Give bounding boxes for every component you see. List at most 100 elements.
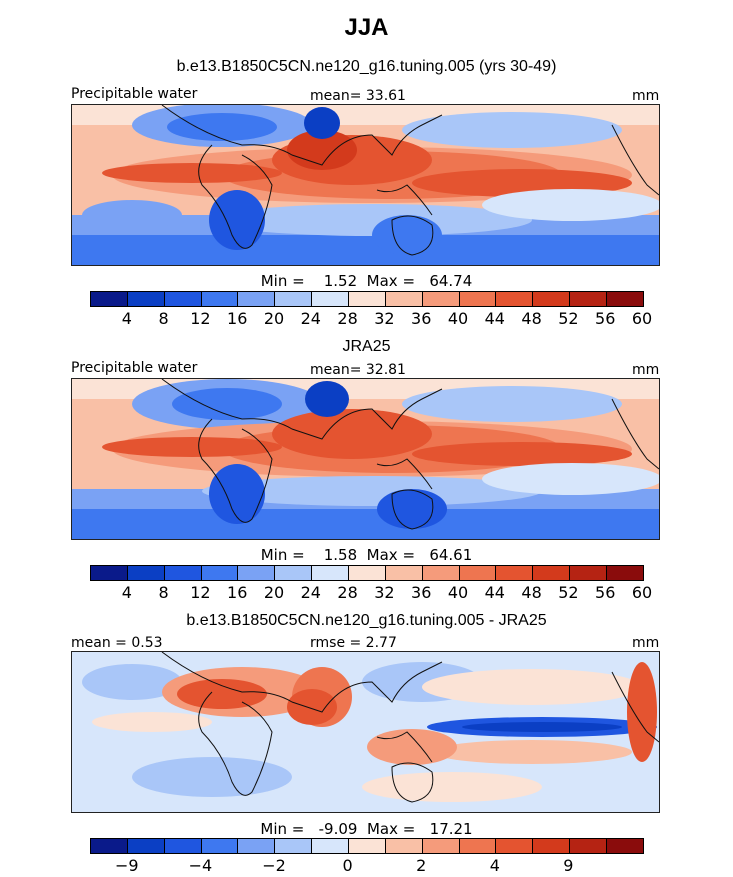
colorbar-swatch	[533, 566, 571, 580]
colorbar-tick-label: −4	[188, 856, 213, 875]
colorbar-swatch	[91, 292, 128, 306]
panel2-colorbar-ticks: 4 8 12 16 20 24 28 32 36 40 44 48 52 56 60	[90, 583, 652, 602]
colorbar-swatch	[201, 839, 239, 853]
colorbar-swatch	[459, 566, 497, 580]
colorbar-tick-label: 32	[374, 309, 395, 328]
colorbar-tick-label: 20	[263, 309, 285, 328]
colorbar-swatch	[275, 839, 313, 853]
panel2-mean-label: mean= 32.81	[310, 362, 406, 378]
panel1-map	[71, 104, 660, 266]
colorbar-swatch	[91, 839, 128, 853]
colorbar-tick-label: −9	[115, 856, 139, 875]
panel2-title: JRA25	[342, 338, 391, 355]
colorbar-tick-label: 24	[300, 309, 321, 328]
colorbar-swatch	[533, 292, 571, 306]
colorbar-swatch	[422, 566, 460, 580]
colorbar-tick-label: 28	[337, 583, 358, 602]
panel3-map	[71, 651, 660, 813]
colorbar-tick-label: 16	[227, 583, 248, 602]
panel1-title: b.e13.B1850C5CN.ne120_g16.tuning.005 (yr…	[176, 58, 557, 75]
colorbar-swatch	[201, 292, 239, 306]
colorbar-swatch	[496, 839, 534, 853]
colorbar-swatch	[91, 566, 128, 580]
colorbar-swatch	[496, 292, 534, 306]
colorbar-tick-label: 40	[447, 583, 469, 602]
coastline-icon	[161, 105, 659, 256]
colorbar-swatch	[607, 839, 643, 853]
colorbar-tick-label: 16	[227, 309, 248, 328]
colorbar-tick-label: 12	[190, 583, 211, 602]
colorbar-tick-label: 36	[411, 583, 432, 602]
panel3-colorbar	[90, 838, 644, 854]
panel2-units-label: mm	[632, 362, 660, 378]
colorbar-swatch	[238, 839, 276, 853]
colorbar-swatch	[459, 292, 497, 306]
colorbar-swatch	[164, 566, 202, 580]
colorbar-tick-label: 44	[484, 583, 505, 602]
panel3-units-label: mm	[632, 635, 660, 651]
colorbar-tick-label: 60	[631, 583, 653, 602]
colorbar-swatch	[570, 566, 608, 580]
colorbar-swatch	[570, 292, 608, 306]
colorbar-swatch	[164, 292, 202, 306]
colorbar-swatch	[312, 566, 350, 580]
panel1-field-label: Precipitable water	[71, 86, 198, 102]
colorbar-swatch	[385, 292, 423, 306]
panel2-map	[71, 378, 660, 540]
panel3-stats: Min = -9.09 Max = 17.21	[260, 820, 473, 838]
colorbar-tick-label: 48	[521, 583, 542, 602]
panel1-colorbar-ticks: 4 8 12 16 20 24 28 32 36 40 44 48 52 56 60	[90, 309, 652, 328]
colorbar-swatch	[127, 566, 165, 580]
colorbar-tick-label: 24	[300, 583, 321, 602]
colorbar-tick-label: 4	[489, 856, 500, 875]
colorbar-swatch	[349, 566, 386, 580]
panel1-stats: Min = 1.52 Max = 64.74	[260, 272, 473, 290]
colorbar-swatch	[607, 292, 643, 306]
colorbar-tick-label: 2	[416, 856, 427, 875]
colorbar-tick-label: 8	[158, 309, 169, 328]
colorbar-swatch	[385, 839, 423, 853]
colorbar-swatch	[238, 566, 276, 580]
colorbar-tick-label: 56	[595, 583, 616, 602]
colorbar-swatch	[164, 839, 202, 853]
colorbar-swatch	[312, 292, 350, 306]
colorbar-swatch	[312, 839, 350, 853]
colorbar-tick-label: 44	[484, 309, 505, 328]
colorbar-swatch	[607, 566, 643, 580]
colorbar-tick-label: 28	[337, 309, 358, 328]
colorbar-swatch	[570, 839, 608, 853]
colorbar-tick-label: 36	[411, 309, 432, 328]
colorbar-swatch	[422, 839, 460, 853]
panel3-colorbar-ticks: −9 −4 −2 0 2 4 9	[90, 856, 642, 875]
colorbar-tick-label: −2	[262, 856, 286, 875]
panel3-title: b.e13.B1850C5CN.ne120_g16.tuning.005 - J…	[186, 612, 547, 629]
panel1-mean-label: mean= 33.61	[310, 88, 406, 104]
colorbar-swatch	[275, 566, 313, 580]
colorbar-tick-label: 56	[595, 309, 616, 328]
figure-title: JJA	[344, 14, 389, 41]
coastline-icon	[161, 652, 659, 803]
colorbar-swatch	[533, 839, 571, 853]
colorbar-swatch	[496, 566, 534, 580]
coastline-icon	[161, 379, 659, 530]
panel1-units-label: mm	[632, 88, 660, 104]
colorbar-swatch	[459, 839, 497, 853]
colorbar-tick-label: 4	[121, 309, 132, 328]
colorbar-tick-label: 52	[558, 309, 579, 328]
colorbar-swatch	[385, 566, 423, 580]
colorbar-tick-label: 4	[121, 583, 132, 602]
colorbar-swatch	[349, 839, 386, 853]
colorbar-tick-label: 40	[447, 309, 469, 328]
colorbar-tick-label: 60	[631, 309, 653, 328]
colorbar-swatch	[127, 292, 165, 306]
colorbar-swatch	[201, 566, 239, 580]
panel2-colorbar	[90, 565, 644, 581]
colorbar-swatch	[127, 839, 165, 853]
colorbar-tick-label: 12	[190, 309, 211, 328]
panel2-field-label: Precipitable water	[71, 360, 198, 376]
colorbar-tick-label: 52	[558, 583, 579, 602]
panel3-rmse-label: rmse = 2.77	[310, 635, 397, 651]
colorbar-tick-label: 20	[263, 583, 285, 602]
colorbar-tick-label: 0	[342, 856, 353, 875]
panel2-stats: Min = 1.58 Max = 64.61	[260, 546, 473, 564]
